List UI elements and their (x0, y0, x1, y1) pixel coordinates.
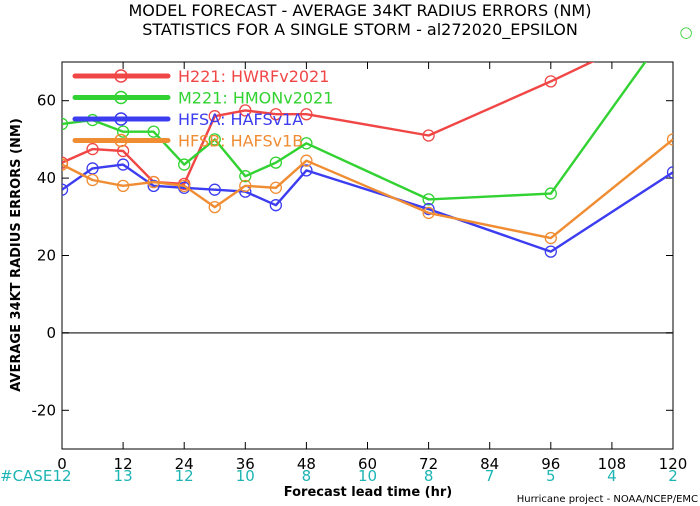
data-point-hfsb (269, 181, 283, 194)
data-point-h221 (208, 110, 221, 123)
data-point-hfsb (116, 179, 130, 192)
credit-text: Hurricane project - NOAA/NCEP/EMC (517, 494, 698, 505)
data-point-hfsb (178, 179, 191, 192)
chart-title-line2: STATISTICS FOR A SINGLE STORM - al272020… (142, 20, 578, 40)
x-tick-label: 24 (175, 455, 194, 473)
data-point-h221 (239, 104, 252, 117)
data-point-hfsb (544, 231, 557, 245)
case-count: 5 (546, 467, 556, 485)
data-point-m221 (116, 125, 130, 138)
x-tick-label: 12 (114, 455, 133, 473)
series-line-m221 (62, 62, 647, 201)
case-count: 8 (302, 467, 312, 485)
data-point-hfsa (666, 166, 673, 179)
legend-label-hfsb: HFSB: HAFSv1B (178, 132, 303, 151)
data-point-m221 (178, 158, 191, 171)
case-count: 12 (52, 467, 71, 485)
data-point-h221 (300, 108, 313, 121)
data-point-m221 (62, 117, 69, 131)
x-tick-label: 0 (57, 455, 67, 473)
data-point-hfsa (116, 158, 130, 171)
data-point-m221 (544, 187, 557, 200)
y-tick-label: 60 (37, 92, 56, 110)
legend-marker-m221 (114, 90, 128, 105)
case-count: 13 (114, 467, 133, 485)
series-group (62, 18, 679, 258)
y-tick-label: -20 (32, 401, 57, 419)
data-point-m221 (668, 18, 679, 29)
data-point-hfsa (147, 179, 160, 192)
x-tick-label: 84 (480, 455, 499, 473)
y-axis-label: AVERAGE 34KT RADIUS ERRORS (NM) (9, 118, 24, 392)
data-point-h221 (422, 129, 435, 142)
x-tick-label: 96 (541, 455, 560, 473)
x-tick-label: 120 (659, 455, 688, 473)
legend-marker-h221 (114, 69, 128, 83)
series-line-h221 (62, 62, 595, 186)
x-tick-label: 72 (419, 455, 438, 473)
x-tick-label: 48 (297, 455, 316, 473)
data-point-hfsb (422, 206, 435, 220)
data-point-h221 (86, 142, 99, 156)
case-count: 10 (358, 467, 377, 485)
legend-label-hfsa: HFSA: HAFSv1A (178, 110, 303, 129)
case-count: 4 (607, 467, 617, 485)
data-point-h221 (544, 75, 557, 88)
data-point-hfsa (62, 183, 69, 196)
chart-title-line1: MODEL FORECAST - AVERAGE 34KT RADIUS ERR… (129, 1, 592, 20)
case-count: 2 (668, 467, 678, 485)
data-point-hfsb (62, 158, 69, 171)
data-point-hfsa (269, 199, 283, 212)
case-count: 10 (236, 467, 255, 485)
case-header: #CASE (0, 467, 52, 485)
legend-marker-hfsb (114, 133, 128, 148)
x-tick-label: 60 (358, 455, 377, 473)
data-point-hfsb (208, 200, 221, 214)
data-point-h221 (269, 108, 283, 121)
y-tick-label: 0 (46, 324, 56, 342)
data-point-hfsb (239, 179, 252, 192)
data-point-m221 (208, 133, 221, 146)
y-tick-label: 20 (37, 247, 56, 265)
data-point-m221 (269, 156, 283, 169)
series-line-hfsa (62, 163, 673, 253)
data-point-hfsa (422, 202, 435, 216)
data-point-hfsb (147, 175, 160, 189)
case-count: 12 (175, 467, 194, 485)
y-tick-label: 40 (37, 169, 56, 187)
x-tick-label: 108 (598, 455, 627, 473)
data-point-hfsb (300, 154, 313, 167)
legend-marker-hfsa (114, 112, 128, 126)
data-point-hfsb (86, 173, 99, 187)
data-point-m221 (300, 137, 313, 150)
data-point-h221 (668, 18, 679, 29)
case-count: 7 (485, 467, 495, 485)
case-count: 8 (424, 467, 434, 485)
data-point-m221 (147, 125, 160, 138)
data-point-hfsb (666, 133, 673, 146)
title-circle-symbol: ○ (679, 23, 692, 41)
data-point-m221 (422, 193, 435, 206)
data-point-hfsa (208, 183, 221, 196)
data-point-hfsa (544, 245, 557, 258)
x-axis-label: Forecast lead time (hr) (284, 485, 452, 500)
legend-label-m221: M221: HMONv2021 (178, 89, 333, 108)
x-tick-label: 36 (236, 455, 255, 473)
data-point-hfsa (300, 164, 313, 177)
data-point-m221 (239, 170, 252, 183)
legend-label-h221: H221: HWRFv2021 (178, 67, 329, 86)
